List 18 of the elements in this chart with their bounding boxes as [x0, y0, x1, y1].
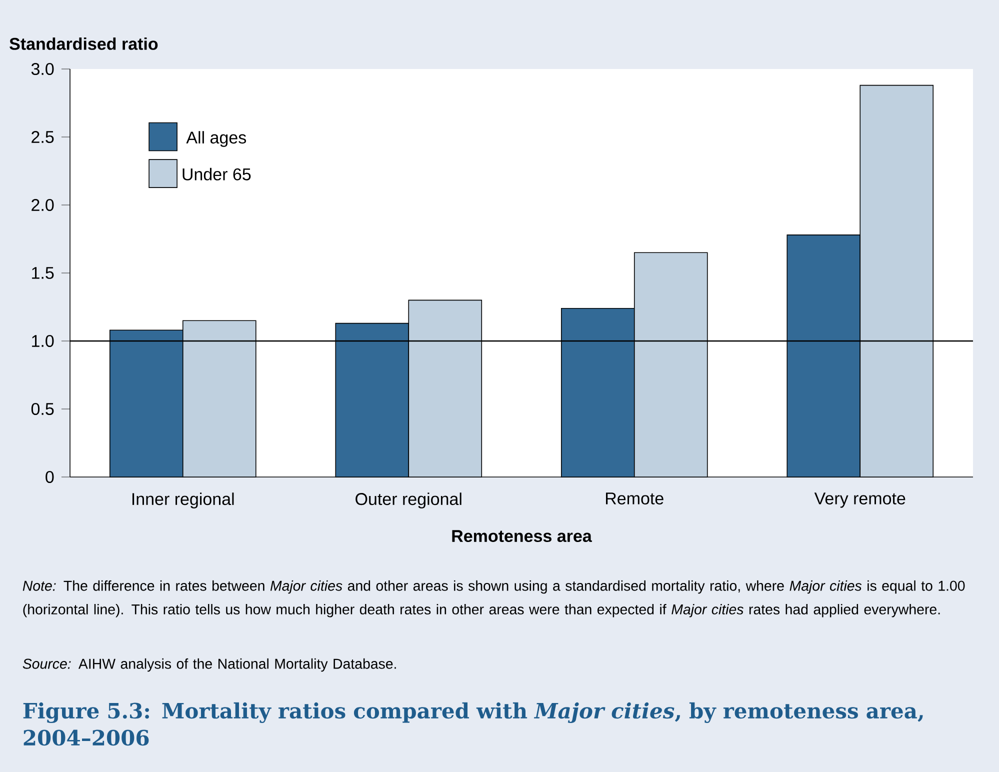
y-tick-label: 0 [46, 470, 54, 484]
x-tick-label: Outer regional [356, 492, 462, 508]
legend-label: Under 65 [182, 168, 251, 180]
legend-label: All ages [186, 131, 246, 147]
y-tick-label: 2.0 [32, 198, 54, 212]
y-tick-label: 3.0 [31, 62, 54, 76]
chart-title: Figure 5.3: Mortality ratios compared with Major cities, by remoteness area, 2004–2006 [23, 702, 923, 746]
text: Note: The difference in rates between Major cities and other areas is shown using a standardised mortality ratio, where Major cities is equal to 1.00 (horizontal line). This ratio tells us how much higher death rates in other areas were than expected if Major cities rates had applied everywhere. [22, 580, 965, 618]
y-tick-label: 2.5 [32, 130, 54, 144]
text: Source: AIHW analysis of the National Mortality Database. [22, 658, 396, 672]
y-tick-label: 1.5 [32, 267, 54, 279]
x-axis-title: Remoteness area [452, 530, 592, 542]
x-tick-label: Inner regional [132, 492, 234, 508]
y-tick-label: 0.5 [31, 402, 54, 416]
x-tick-label: Remote [606, 492, 664, 504]
y-tick-label: 1.0 [32, 334, 54, 348]
y-axis-title: Standardised ratio [10, 37, 158, 50]
x-tick-label: Very remote [814, 492, 906, 508]
